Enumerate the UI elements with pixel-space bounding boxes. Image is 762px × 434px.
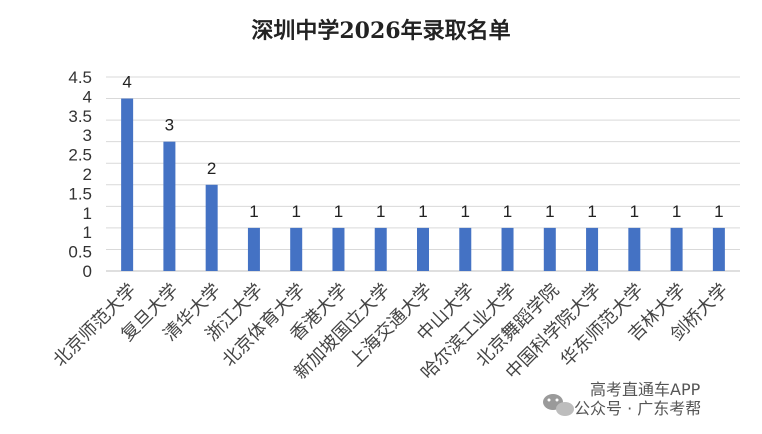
- data-label: 1: [376, 202, 385, 221]
- bar: [670, 227, 683, 271]
- data-label: 1: [461, 202, 470, 221]
- data-label: 1: [630, 202, 639, 221]
- y-tick-label: 3: [83, 126, 92, 145]
- chart-title: 深圳中学2026年录取名单: [251, 18, 510, 44]
- wechat-icon: [543, 394, 574, 416]
- data-label: 1: [334, 202, 343, 221]
- y-tick-label: 4: [83, 87, 92, 106]
- data-label: 1: [249, 202, 258, 221]
- bar: [163, 141, 176, 271]
- watermark-app: 高考直通车APP: [590, 380, 701, 399]
- bar: [290, 227, 303, 271]
- bar: [374, 227, 387, 271]
- bar: [332, 227, 345, 271]
- data-label: 1: [503, 202, 512, 221]
- data-label: 2: [207, 159, 216, 178]
- bar: [121, 98, 134, 271]
- bar: [501, 227, 514, 271]
- bar: [586, 227, 599, 271]
- data-label: 1: [672, 202, 681, 221]
- y-tick-label: 1: [83, 223, 92, 242]
- data-label: 1: [291, 202, 300, 221]
- y-tick-label: 1.5: [68, 184, 92, 203]
- bar: [712, 227, 725, 271]
- bars: [121, 98, 725, 271]
- y-tick-label: 2.5: [68, 146, 92, 165]
- watermark-account: 公众号 · 广东考帮: [574, 399, 701, 418]
- bar: [628, 227, 641, 271]
- data-label: 3: [165, 116, 174, 135]
- bar: [417, 227, 429, 271]
- bar: [459, 227, 472, 271]
- y-tick-label: 1: [83, 204, 92, 223]
- y-tick-label: 4.5: [68, 68, 92, 87]
- watermark: 高考直通车APP 公众号 · 广东考帮: [543, 380, 701, 418]
- y-tick-label: 2: [83, 165, 92, 184]
- data-label: 1: [418, 202, 427, 221]
- y-tick-label: 3.5: [68, 107, 92, 126]
- data-label: 1: [545, 202, 554, 221]
- data-label: 1: [714, 202, 723, 221]
- x-axis: 北京师范大学复旦大学清华大学浙江大学北京体育大学香港大学新加坡国立大学上海交通大…: [49, 280, 732, 384]
- bar: [543, 227, 556, 271]
- bar: [247, 227, 260, 271]
- data-label: 4: [122, 73, 131, 92]
- bar: [205, 184, 218, 271]
- data-label: 1: [587, 202, 596, 221]
- y-tick-label: 0.5: [68, 243, 92, 262]
- data-labels: 4 3 2 1 1 1 1 1 1 1 1 1 1 1 1: [122, 73, 723, 221]
- y-tick-label: 0: [83, 262, 92, 281]
